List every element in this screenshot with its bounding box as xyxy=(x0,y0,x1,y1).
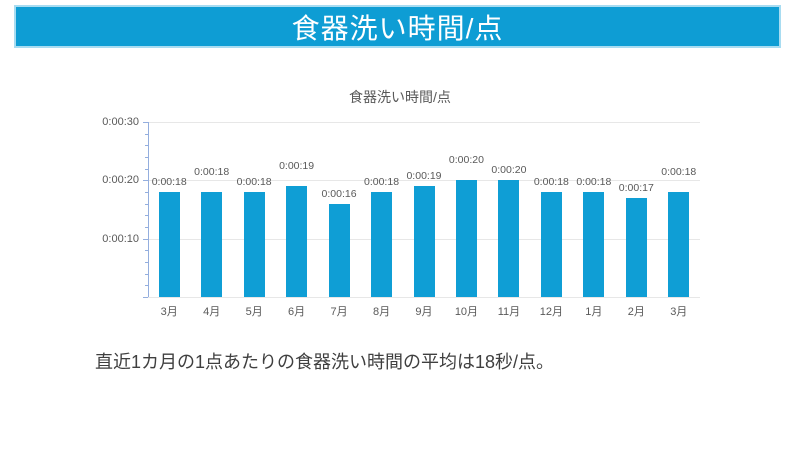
plot-area: 0:00:30 0:00:20 0:00:10 0:00:18 3月 0:00:18 4月 0… xyxy=(90,85,710,335)
chart-bar xyxy=(668,192,690,297)
chart-bar xyxy=(625,197,647,297)
chart-bar xyxy=(498,180,520,297)
chart-title: 食器洗い時間/点 xyxy=(349,89,451,105)
bar-value-label: 0:00:16 xyxy=(321,187,357,200)
y-axis-major-tick xyxy=(143,238,148,240)
chart-bar xyxy=(328,203,350,297)
y-axis-minor-tick xyxy=(145,285,148,287)
bar-value-label: 0:00:18 xyxy=(194,166,230,178)
y-axis-label: 0:00:10 xyxy=(102,232,139,245)
chart-bar xyxy=(540,192,562,297)
bar-value-label: 0:00:19 xyxy=(279,160,315,173)
chart-bar xyxy=(413,186,435,297)
bar-value-label: 0:00:20 xyxy=(448,154,484,167)
chart-bar xyxy=(583,192,605,297)
bar-value-label: 0:00:18 xyxy=(364,176,400,188)
bar-value-label: 0:00:17 xyxy=(618,181,654,194)
y-axis-minor-tick xyxy=(145,250,148,252)
bar-value-label: 0:00:18 xyxy=(236,176,272,188)
y-axis-minor-tick xyxy=(145,133,148,135)
x-axis-label: 12月 xyxy=(539,306,563,318)
x-axis-label: 2月 xyxy=(627,306,645,318)
gridline xyxy=(148,297,700,298)
gridline xyxy=(148,180,700,182)
gridline xyxy=(148,122,700,123)
y-axis-major-tick xyxy=(143,297,148,298)
chart-bar xyxy=(243,192,265,297)
y-axis-label: 0:00:30 xyxy=(102,116,139,128)
chart-bar xyxy=(201,192,223,297)
summary-note: 直近1カ月の1点あたりの食器洗い時間の平均は18秒/点。 xyxy=(95,352,555,372)
chart-bar xyxy=(158,192,180,297)
bar-value-label: 0:00:18 xyxy=(576,176,612,188)
bar-value-label: 0:00:18 xyxy=(661,166,697,178)
bar-value-label: 0:00:18 xyxy=(151,176,187,188)
x-axis-label: 7月 xyxy=(330,306,348,318)
y-axis-minor-tick xyxy=(145,262,148,263)
x-axis-label: 1月 xyxy=(585,306,603,318)
y-axis-minor-tick xyxy=(145,192,148,193)
x-axis-label: 8月 xyxy=(372,306,391,318)
y-axis-line xyxy=(148,122,149,297)
y-axis-label: 0:00:20 xyxy=(102,174,139,187)
x-axis-label: 9月 xyxy=(415,306,433,318)
bar-value-label: 0:00:20 xyxy=(491,164,527,177)
x-axis-label: 3月 xyxy=(670,306,688,318)
y-axis-minor-tick xyxy=(145,273,148,275)
banner-title: 食器洗い時間/点 xyxy=(291,12,504,44)
chart-bar xyxy=(286,186,308,297)
y-axis-minor-tick xyxy=(145,227,148,228)
y-axis-minor-tick xyxy=(145,215,148,217)
y-axis-major-tick xyxy=(143,122,148,123)
title-banner: 食器洗い時間/点 xyxy=(14,5,781,48)
x-axis-label: 11月 xyxy=(497,306,521,318)
x-axis-label: 10月 xyxy=(454,306,479,318)
y-axis-minor-tick xyxy=(145,157,148,158)
chart-bar xyxy=(455,180,477,297)
y-axis-minor-tick xyxy=(145,145,148,147)
y-axis-minor-tick xyxy=(145,203,148,205)
bar-chart: 食器洗い時間/点 0:00:30 0:00:20 0:00:10 0:00:18 3月 0… xyxy=(90,85,710,335)
x-axis-label: 6月 xyxy=(288,306,306,318)
x-axis-label: 4月 xyxy=(203,306,221,318)
x-axis-label: 5月 xyxy=(245,306,263,318)
chart-bar xyxy=(371,192,393,297)
y-axis-major-tick xyxy=(143,180,148,182)
y-axis-minor-tick xyxy=(145,168,148,170)
bar-value-label: 0:00:19 xyxy=(406,170,442,183)
x-axis-label: 3月 xyxy=(160,306,178,318)
bar-value-label: 0:00:18 xyxy=(533,176,569,188)
